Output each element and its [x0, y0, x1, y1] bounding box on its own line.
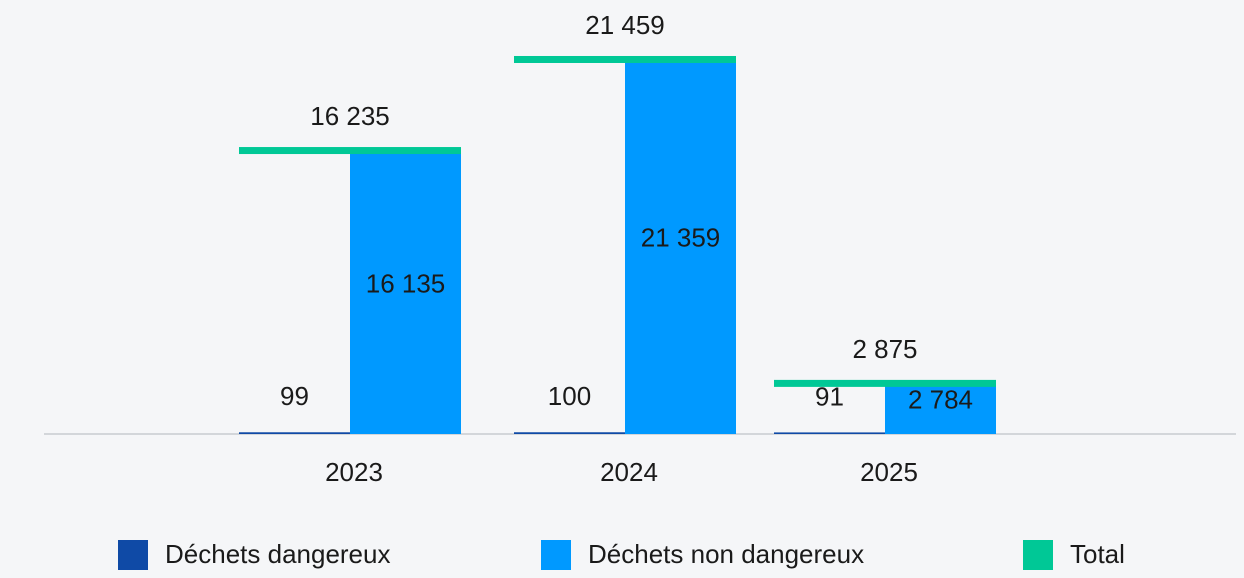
bar — [774, 432, 885, 434]
x-tick-label: 2025 — [860, 457, 918, 487]
x-tick-label: 2024 — [600, 457, 658, 487]
bar — [514, 432, 625, 434]
bar — [625, 61, 736, 434]
total-marker — [774, 379, 996, 387]
value-label: 16 135 — [366, 268, 446, 298]
legend-label: Déchets dangereux — [165, 539, 390, 569]
value-label: 2 875 — [852, 334, 917, 364]
legend-label: Total — [1070, 539, 1125, 569]
value-label: 2 784 — [908, 385, 973, 415]
bar — [350, 152, 461, 434]
value-label: 21 459 — [585, 10, 665, 40]
value-label: 21 359 — [641, 223, 721, 253]
total-marker — [239, 147, 461, 155]
legend-swatch — [541, 540, 571, 570]
legend-swatch — [118, 540, 148, 570]
total-marker — [514, 55, 736, 63]
bar — [239, 432, 350, 434]
x-tick-label: 2023 — [325, 457, 383, 487]
value-label: 99 — [280, 381, 309, 411]
legend-label: Déchets non dangereux — [588, 539, 864, 569]
value-label: 100 — [548, 381, 591, 411]
bar — [885, 385, 996, 434]
value-label: 16 235 — [310, 101, 390, 131]
legend-swatch — [1023, 540, 1053, 570]
